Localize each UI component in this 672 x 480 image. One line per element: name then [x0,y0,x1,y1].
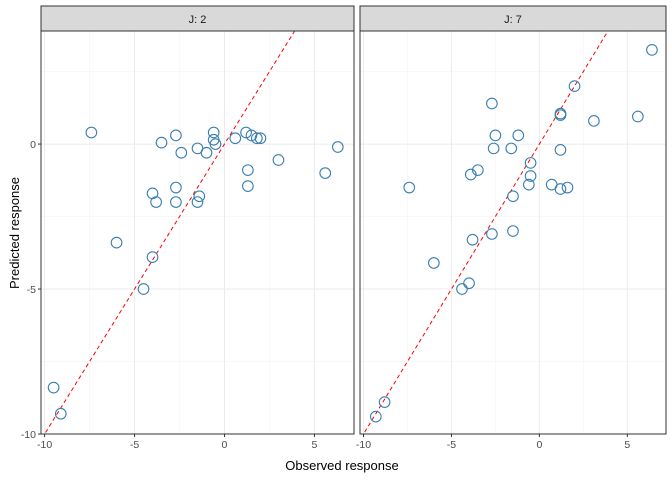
data-point [319,167,332,179]
data-point [588,115,600,127]
facet-strip-label: J: 2 [189,14,207,26]
data-point [554,183,567,195]
data-point [110,236,123,249]
data-point [331,141,344,153]
x-tick-label: -5 [130,439,139,451]
y-tick-label: -5 [27,284,36,296]
data-point [254,132,267,145]
data-point [403,181,416,194]
data-point [507,190,519,203]
facet-strip-label: J: 7 [504,14,522,26]
data-point [209,138,222,150]
data-point [554,109,567,121]
facet-strip [359,5,667,32]
data-point [512,129,525,142]
panel-background [360,31,666,434]
x-tick-label: -10 [356,439,371,451]
data-point [242,180,254,192]
data-point [487,142,500,155]
data-point [170,181,182,194]
data-point [240,126,252,139]
x-tick-label: 0 [222,439,228,451]
data-point [507,225,519,237]
data-point [200,146,213,159]
data-point [464,168,477,181]
data-point [505,142,518,155]
x-tick-label: 5 [624,439,630,451]
data-point [524,157,537,169]
reference-line [44,31,296,434]
data-point [191,196,204,208]
data-point [486,228,498,240]
reference-line [362,31,609,434]
data-point [428,257,440,269]
data-point [170,129,182,142]
data-point [522,178,535,191]
data-point [54,407,67,420]
data-point [155,136,168,149]
data-point [486,97,498,110]
x-tick-label: -10 [37,439,52,451]
data-point [554,144,567,156]
data-point [193,190,206,203]
data-point [466,233,479,246]
x-tick-label: -5 [447,439,456,451]
data-point [150,196,162,208]
facet-strip [40,5,355,32]
panel-2: J: 7 -10 -5 0 5 [356,5,667,451]
x-tick-label: 0 [536,439,542,451]
data-point [175,146,188,159]
data-point [272,154,285,166]
data-point [242,164,254,177]
data-point [251,132,263,145]
y-axis-title: Predicted response [7,177,22,289]
data-point [568,80,581,92]
data-point [489,129,502,142]
panel-border [40,30,355,435]
x-tick-label: 5 [312,439,318,451]
panel-background [41,31,354,434]
y-tick-label: -10 [21,429,36,441]
data-point [245,129,258,142]
data-point [85,126,98,139]
data-point [170,196,182,208]
data-point [646,43,658,56]
y-tick-label: 0 [30,139,36,151]
panel-border [359,30,667,435]
x-axis-title: Observed response [285,458,398,473]
data-point [463,277,475,290]
data-point [47,381,60,394]
data-point [471,164,484,177]
data-point [632,110,644,123]
data-point [207,126,220,139]
data-point [561,181,574,194]
panel-1: J: 2 -10 -5 0 5 -10 -5 0 [21,5,355,451]
data-point [524,170,537,182]
data-point [369,410,382,423]
data-point [146,251,159,263]
data-point [456,283,468,295]
data-point [229,132,242,145]
data-point [378,396,391,408]
data-point [137,283,150,295]
